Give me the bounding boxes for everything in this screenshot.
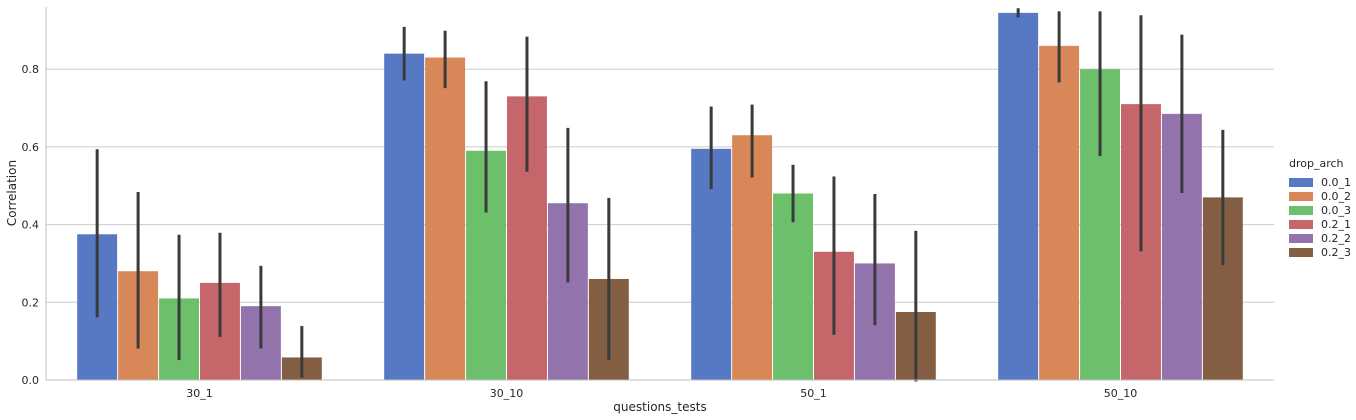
x-tick-labels: 30_1 30_10 50_1 50_10 [186,387,1137,400]
legend-label: 0.0_1 [1321,176,1351,189]
bar [384,53,425,380]
legend-swatch [1289,234,1313,243]
x-axis-label: questions_tests [613,400,706,414]
bar [773,193,813,380]
bar [1039,45,1080,381]
legend-swatch [1289,178,1313,187]
legend-label: 0.2_3 [1321,246,1351,259]
y-tick-label: 0.8 [22,63,40,76]
legend-swatch [1289,248,1313,257]
bar [998,12,1039,380]
x-tick-label: 30_1 [186,387,213,400]
legend-swatch [1289,192,1313,201]
legend-title: drop_arch [1289,157,1344,170]
y-tick-label: 0.0 [22,374,40,387]
legend-swatch [1289,206,1313,215]
y-tick-label: 0.2 [22,296,40,309]
x-tick-label: 30_10 [490,387,524,400]
y-tick-label: 0.4 [22,219,40,232]
bars-group [77,12,1243,381]
x-tick-label: 50_1 [800,387,827,400]
legend-label: 0.0_2 [1321,190,1351,203]
legend-label: 0.2_1 [1321,218,1351,231]
x-tick-label: 50_10 [1104,387,1138,400]
y-axis-label: Correlation [5,160,19,226]
bar [425,57,466,381]
legend-label: 0.0_3 [1321,204,1351,217]
y-tick-labels: 0.0 0.2 0.4 0.6 0.8 [22,63,40,387]
axes [45,7,1274,381]
legend-swatch [1289,220,1313,229]
error-bars-group [95,8,1225,382]
legend: drop_arch 0.0_10.0_20.0_30.2_10.2_20.2_3 [1289,157,1351,259]
y-tick-label: 0.6 [22,141,40,154]
legend-label: 0.2_2 [1321,232,1351,245]
